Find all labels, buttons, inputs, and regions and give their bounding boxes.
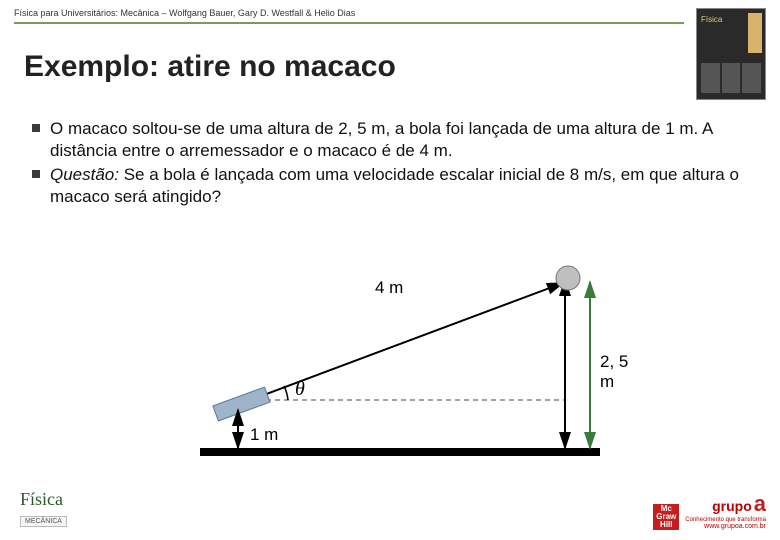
bullet-marker xyxy=(32,170,40,178)
grupo-url: www.grupoa.com.br xyxy=(685,523,766,530)
footer-right-logos: Mc Graw Hill grupo a Conhecimento que tr… xyxy=(653,491,766,530)
trajectory-arrow xyxy=(245,283,563,402)
grupo-letter: a xyxy=(754,491,766,517)
footer-subtitle: MECÂNICA xyxy=(20,516,67,527)
bullet-text: O macaco soltou-se de uma altura de 2, 5… xyxy=(50,118,750,162)
bullet-body: Se a bola é lançada com uma velocidade e… xyxy=(50,165,739,206)
launcher-shape xyxy=(213,387,270,421)
bullet-item: O macaco soltou-se de uma altura de 2, 5… xyxy=(32,118,750,162)
bullet-item: Questão: Se a bola é lançada com uma vel… xyxy=(32,164,750,208)
footer-title: Física xyxy=(20,489,110,510)
slide-title: Exemplo: atire no macaco xyxy=(24,50,396,84)
grupo-text: grupo xyxy=(712,498,752,514)
mcgraw-line: Hill xyxy=(660,521,672,529)
label-angle: θ xyxy=(295,378,305,401)
header-rule xyxy=(14,22,684,24)
header-text: Física para Universitários: Mecânica – W… xyxy=(14,8,355,18)
label-height-right: 2, 5 m xyxy=(600,352,630,392)
grupo-a-logo: grupo a Conhecimento que transforma www.… xyxy=(685,491,766,530)
bullet-list: O macaco soltou-se de uma altura de 2, 5… xyxy=(32,118,750,210)
ground-line xyxy=(200,448,600,456)
label-distance: 4 m xyxy=(375,278,403,298)
label-height-left: 1 m xyxy=(250,425,278,445)
book-cover-thumbnail: Física xyxy=(696,8,766,100)
angle-arc xyxy=(284,386,288,400)
monkey-circle xyxy=(556,266,580,290)
mcgraw-hill-logo: Mc Graw Hill xyxy=(653,504,679,530)
physics-diagram: 4 m 2, 5 m 1 m θ xyxy=(170,260,630,470)
bullet-prefix: Questão: xyxy=(50,165,124,184)
bullet-text: Questão: Se a bola é lançada com uma vel… xyxy=(50,164,750,208)
footer-left-logo: Física MECÂNICA xyxy=(20,489,110,528)
bullet-marker xyxy=(32,124,40,132)
